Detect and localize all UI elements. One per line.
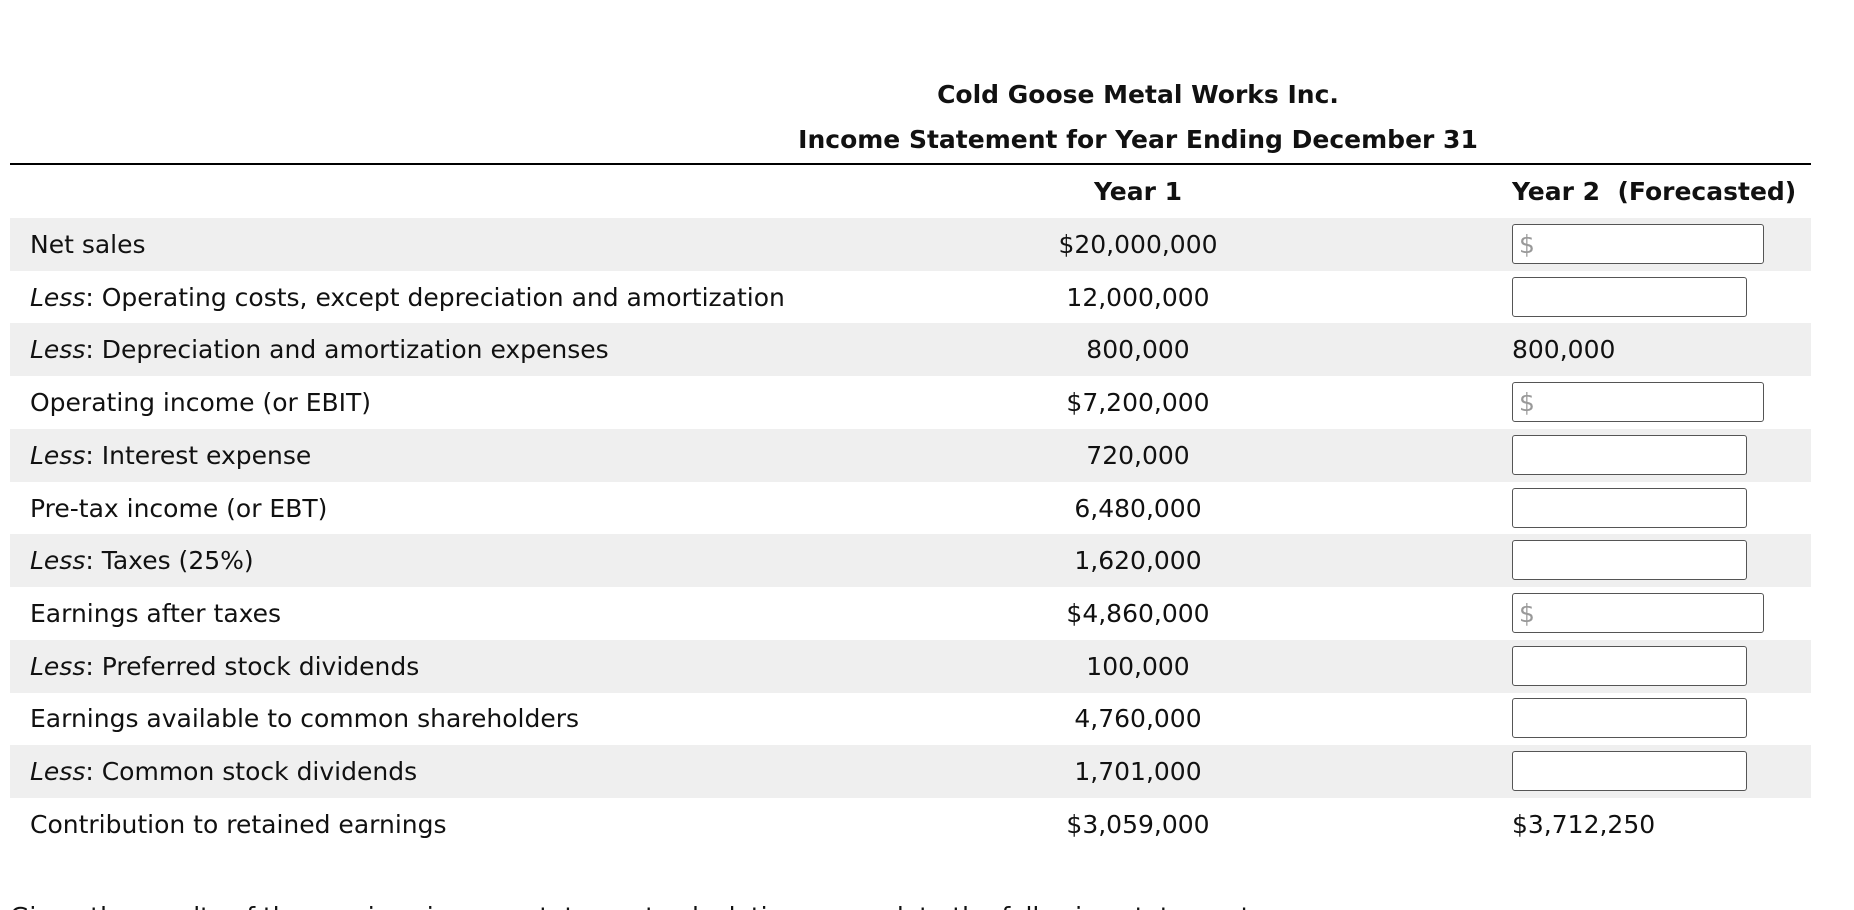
- row-label: Less: Common stock dividends: [30, 745, 417, 798]
- year2-value: $3,712,250: [1512, 809, 1656, 839]
- year2-input[interactable]: $: [1512, 382, 1764, 423]
- label-text: : Depreciation and amortization expenses: [85, 335, 609, 365]
- column-header: Year 2 (Forecasted): [1512, 177, 1797, 206]
- year1-value: $4,860,000: [1066, 598, 1210, 628]
- table-row: Less: Common stock dividends 1,701,000: [10, 745, 1811, 798]
- year1-value: $20,000,000: [1058, 230, 1218, 259]
- year1-value: 1,701,000: [1074, 757, 1202, 786]
- table-row: Pre-tax income (or EBT) 6,480,000: [10, 482, 1811, 535]
- year1-value: 800,000: [1086, 335, 1190, 365]
- row-label: Net sales: [30, 218, 146, 271]
- year2-input[interactable]: $: [1512, 592, 1764, 633]
- label-prefix: Less: [30, 282, 86, 312]
- row-label: Operating income (or EBIT): [30, 376, 371, 429]
- header-rule: [10, 163, 1811, 165]
- year1-value: $7,200,000: [1066, 388, 1210, 418]
- row-label: Contribution to retained earnings: [30, 798, 447, 851]
- table-row: Operating income (or EBIT) $7,200,000 $: [10, 376, 1811, 429]
- label-text: Net sales: [30, 230, 146, 259]
- label-text: Earnings after taxes: [30, 598, 282, 628]
- table-row: Less: Operating costs, except depreciati…: [10, 271, 1811, 324]
- year1-value: 720,000: [1086, 440, 1190, 470]
- year2-input[interactable]: [1512, 698, 1747, 739]
- table-row: Earnings available to common shareholder…: [10, 692, 1811, 745]
- table-row: Earnings after taxes $4,860,000 $: [10, 587, 1811, 640]
- year2-input[interactable]: $: [1512, 224, 1764, 264]
- year2-input[interactable]: [1512, 276, 1747, 317]
- table-row: Less: Interest expense 720,000: [10, 428, 1811, 482]
- label-text: Pre-tax income (or EBT): [30, 493, 328, 523]
- row-label: Less: Interest expense: [30, 429, 311, 482]
- year1-value: 12,000,000: [1066, 282, 1210, 312]
- row-label: Less: Preferred stock dividends: [30, 640, 419, 693]
- label-text: : Interest expense: [85, 440, 312, 470]
- row-label: Earnings after taxes: [30, 587, 281, 640]
- statement-title: Income Statement for Year Ending Decembe…: [798, 125, 1478, 154]
- label-prefix: Less: [30, 440, 86, 470]
- year1-value: 1,620,000: [1074, 546, 1202, 576]
- row-label: Pre-tax income (or EBT): [30, 482, 327, 535]
- label-prefix: Less: [30, 651, 86, 681]
- row-label: Less: Taxes (25%): [30, 534, 254, 587]
- label-prefix: Less: [30, 546, 86, 576]
- year2-input[interactable]: [1512, 434, 1747, 475]
- year1-value: 4,760,000: [1074, 704, 1202, 734]
- row-label: Less: Operating costs, except depreciati…: [30, 271, 785, 324]
- instructions: Given the results of the previous income…: [10, 902, 1272, 910]
- year1-value: 100,000: [1086, 651, 1190, 681]
- label-text: Earnings available to common shareholder…: [30, 704, 580, 734]
- label-prefix: Less: [30, 757, 86, 786]
- year2-input[interactable]: [1512, 751, 1747, 791]
- row-label: Earnings available to common shareholder…: [30, 692, 579, 745]
- year1-value: 6,480,000: [1074, 493, 1202, 523]
- label-text: : Operating costs, except depreciation a…: [85, 282, 785, 312]
- column-header: Year 1: [1093, 177, 1183, 206]
- year2-input[interactable]: [1512, 487, 1747, 528]
- table-row: Less: Taxes (25%) 1,620,000: [10, 534, 1811, 588]
- label-prefix: Less: [30, 335, 86, 365]
- year2-input[interactable]: [1512, 645, 1747, 686]
- company-name: Cold Goose Metal Works Inc.: [937, 80, 1339, 109]
- table-row: Contribution to retained earnings $3,059,…: [10, 798, 1811, 851]
- label-text: : Taxes (25%): [85, 546, 254, 576]
- year2-value: 800,000: [1512, 335, 1616, 365]
- label-text: Contribution to retained earnings: [30, 809, 447, 839]
- label-text: : Common stock dividends: [85, 757, 418, 786]
- table-row: Less: Preferred stock dividends 100,000: [10, 639, 1811, 693]
- table-row: Less: Depreciation and amortization expe…: [10, 323, 1811, 377]
- label-text: Operating income (or EBIT): [30, 388, 372, 418]
- year1-value: $3,059,000: [1066, 809, 1210, 839]
- year2-input[interactable]: [1512, 540, 1747, 581]
- table-row: Net sales $20,000,000 $: [10, 218, 1811, 271]
- row-label: Less: Depreciation and amortization expe…: [30, 323, 609, 376]
- label-text: : Preferred stock dividends: [85, 651, 420, 681]
